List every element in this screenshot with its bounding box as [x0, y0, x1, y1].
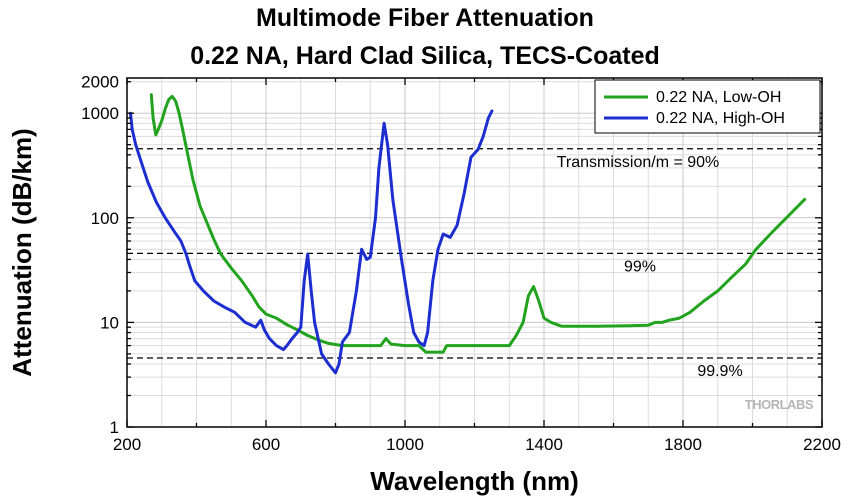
y-tick-label: 100 [91, 209, 119, 228]
thorlabs-watermark: THORLABS [745, 397, 814, 412]
annotations: Transmission/m = 90% 99% 99.9% [557, 154, 743, 380]
legend-label: 0.22 NA, Low-OH [656, 89, 781, 106]
series-line-high-oh [129, 109, 494, 375]
reference-lines [127, 148, 822, 359]
series-lines [129, 93, 807, 375]
grid-major [127, 78, 822, 427]
y-tick-label: 1 [110, 418, 119, 437]
x-tick-label: 1800 [664, 435, 702, 454]
legend-box [594, 79, 821, 134]
series-line-low-oh [149, 93, 807, 354]
y-tick-label: 2000 [81, 73, 119, 92]
chart-title: Multimode Fiber Attenuation [256, 4, 594, 32]
x-axis-label: Wavelength (nm) [370, 466, 578, 496]
y-tick-label: 10 [100, 313, 119, 332]
chart-subtitle: 0.22 NA, Hard Clad Silica, TECS-Coated [190, 42, 660, 70]
transmission-label: Transmission/m = 90% [557, 154, 720, 171]
x-tick-label: 600 [252, 435, 280, 454]
x-tick-label: 1000 [386, 435, 424, 454]
legend-label: 0.22 NA, High-OH [656, 110, 785, 127]
legend: 0.22 NA, Low-OH 0.22 NA, High-OH [594, 79, 821, 134]
transmission-label: 99% [624, 258, 656, 275]
transmission-label: 99.9% [697, 363, 742, 380]
x-tick-label: 200 [113, 435, 141, 454]
x-tick-label: 2200 [803, 435, 841, 454]
tick-labels: 200 600 1000 1400 1800 2200 1 10 100 1000 2000 [81, 73, 841, 454]
axis-ticks [126, 78, 823, 428]
y-axis-label: Attenuation (dB/km) [7, 128, 37, 376]
x-tick-label: 1400 [525, 435, 563, 454]
y-tick-label: 1000 [81, 104, 119, 123]
